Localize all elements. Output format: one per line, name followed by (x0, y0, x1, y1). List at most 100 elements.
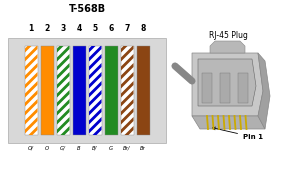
Text: O/: O/ (28, 146, 34, 151)
Polygon shape (24, 135, 38, 152)
Polygon shape (24, 18, 38, 35)
Polygon shape (24, 162, 38, 171)
Bar (56, 46, 69, 135)
Polygon shape (88, 81, 101, 98)
Polygon shape (24, 90, 38, 107)
Bar (24, 46, 38, 135)
Text: 7: 7 (124, 24, 130, 33)
Polygon shape (24, 63, 38, 80)
Polygon shape (121, 27, 133, 44)
Bar (73, 46, 86, 135)
Polygon shape (88, 36, 101, 53)
Polygon shape (210, 41, 245, 53)
Polygon shape (56, 18, 69, 35)
Text: 2: 2 (44, 24, 50, 33)
Polygon shape (24, 72, 38, 89)
Polygon shape (88, 99, 101, 116)
Polygon shape (24, 126, 38, 143)
Polygon shape (56, 36, 69, 53)
Polygon shape (121, 126, 133, 143)
Polygon shape (24, 45, 38, 62)
Text: Pin 1: Pin 1 (213, 127, 263, 140)
Polygon shape (121, 108, 133, 125)
Polygon shape (121, 144, 133, 161)
Bar (41, 46, 54, 135)
Polygon shape (192, 116, 265, 129)
Text: 8: 8 (140, 24, 146, 33)
Polygon shape (56, 63, 69, 80)
Polygon shape (56, 135, 69, 152)
Polygon shape (121, 81, 133, 98)
Text: 5: 5 (92, 24, 98, 33)
Polygon shape (121, 153, 133, 170)
Polygon shape (88, 72, 101, 89)
Polygon shape (88, 126, 101, 143)
Bar (202, 73, 212, 103)
Polygon shape (121, 63, 133, 80)
Polygon shape (88, 135, 101, 152)
Text: Br: Br (140, 146, 146, 151)
Polygon shape (192, 53, 263, 116)
Polygon shape (88, 18, 101, 35)
Polygon shape (121, 135, 133, 152)
Polygon shape (88, 45, 101, 62)
Polygon shape (56, 99, 69, 116)
Text: 4: 4 (76, 24, 82, 33)
Polygon shape (88, 144, 101, 161)
Polygon shape (56, 81, 69, 98)
Text: 3: 3 (60, 24, 66, 33)
Text: G: G (109, 146, 113, 151)
Polygon shape (24, 36, 38, 53)
Text: 1: 1 (29, 24, 34, 33)
Polygon shape (24, 27, 38, 44)
Text: B/: B/ (92, 146, 98, 151)
Polygon shape (198, 59, 256, 106)
Text: 6: 6 (108, 24, 113, 33)
Polygon shape (24, 54, 38, 71)
Polygon shape (121, 54, 133, 71)
Text: T-568B: T-568B (69, 4, 106, 14)
Polygon shape (121, 36, 133, 53)
Polygon shape (56, 45, 69, 62)
Bar (238, 73, 248, 103)
Polygon shape (56, 72, 69, 89)
Polygon shape (121, 117, 133, 134)
Polygon shape (24, 144, 38, 161)
Polygon shape (121, 162, 133, 171)
Polygon shape (56, 27, 69, 44)
Polygon shape (88, 153, 101, 170)
Polygon shape (121, 90, 133, 107)
Polygon shape (88, 108, 101, 125)
Polygon shape (88, 54, 101, 71)
Text: Br/: Br/ (123, 146, 131, 151)
Polygon shape (88, 162, 101, 171)
Polygon shape (24, 153, 38, 170)
Polygon shape (121, 72, 133, 89)
Polygon shape (88, 117, 101, 134)
Polygon shape (56, 153, 69, 170)
Polygon shape (56, 54, 69, 71)
Polygon shape (56, 117, 69, 134)
Polygon shape (56, 108, 69, 125)
Polygon shape (56, 162, 69, 171)
Text: O: O (45, 146, 49, 151)
Polygon shape (121, 18, 133, 35)
Polygon shape (258, 53, 270, 129)
Polygon shape (56, 126, 69, 143)
Polygon shape (24, 108, 38, 125)
Text: B: B (77, 146, 81, 151)
Polygon shape (88, 63, 101, 80)
Bar (88, 46, 101, 135)
Polygon shape (56, 90, 69, 107)
Bar (136, 46, 150, 135)
Polygon shape (88, 27, 101, 44)
Polygon shape (88, 90, 101, 107)
Polygon shape (121, 45, 133, 62)
Bar (104, 46, 118, 135)
Polygon shape (56, 144, 69, 161)
Text: RJ-45 Plug: RJ-45 Plug (208, 31, 248, 40)
Polygon shape (121, 99, 133, 116)
Polygon shape (24, 117, 38, 134)
Bar (121, 46, 133, 135)
Polygon shape (24, 81, 38, 98)
